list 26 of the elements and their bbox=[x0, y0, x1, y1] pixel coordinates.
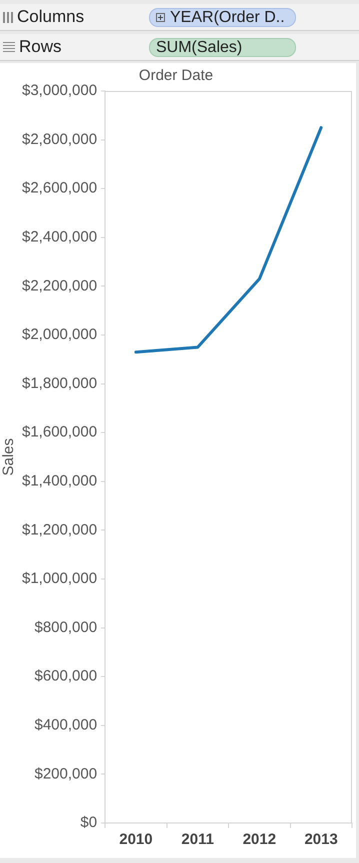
text: Columns bbox=[17, 7, 84, 27]
text: Rows bbox=[19, 37, 62, 57]
y-tick-label: $2,000,000 bbox=[22, 326, 98, 344]
x-tick-label: 2012 bbox=[242, 831, 276, 848]
y-tick-label: $1,200,000 bbox=[22, 521, 98, 538]
y-tick-label: $1,800,000 bbox=[22, 374, 98, 392]
x-tick-label: 2013 bbox=[304, 831, 338, 848]
y-tick-label: $1,600,000 bbox=[22, 424, 98, 441]
y-tick-label: $600,000 bbox=[34, 668, 98, 685]
y-tick-label: $2,200,000 bbox=[22, 277, 98, 294]
y-tick-label: $0 bbox=[80, 814, 98, 832]
y-tick-label: $200,000 bbox=[34, 765, 98, 782]
y-tick-label: $2,800,000 bbox=[22, 130, 98, 148]
x-axis-title: Order Date bbox=[138, 67, 214, 84]
y-tick-label: $2,600,000 bbox=[22, 180, 98, 197]
y-tick-label: $800,000 bbox=[34, 618, 98, 636]
y-tick-label: $1,000,000 bbox=[22, 570, 98, 588]
text: SUM(Sales) bbox=[156, 38, 242, 56]
y-tick-label: $1,400,000 bbox=[22, 472, 98, 490]
text: YEAR(Order D.. bbox=[170, 8, 285, 26]
x-tick-label: 2010 bbox=[119, 831, 153, 848]
x-tick-label: 2011 bbox=[181, 831, 214, 848]
y-tick-label: $400,000 bbox=[34, 716, 98, 734]
y-tick-label: $2,400,000 bbox=[22, 228, 98, 246]
y-tick-label: $3,000,000 bbox=[22, 82, 98, 100]
y-axis-title: Sales bbox=[0, 438, 18, 476]
